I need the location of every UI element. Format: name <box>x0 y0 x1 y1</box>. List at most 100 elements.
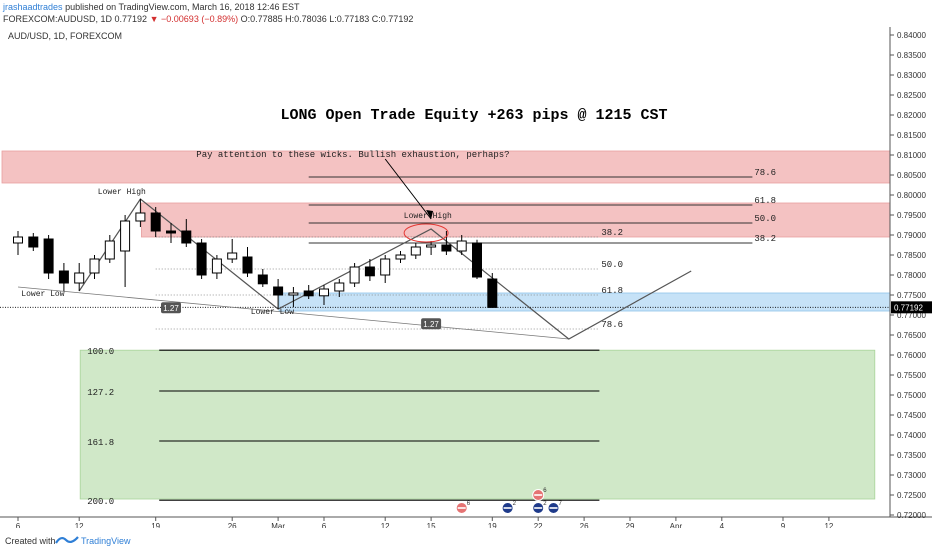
bull-candle[interactable] <box>135 212 146 222</box>
published-text: published on TradingView.com, March 16, … <box>65 2 300 12</box>
price-tick-label: 0.80500 <box>897 171 926 180</box>
bull-candle[interactable] <box>319 288 329 297</box>
au-flag-event-icon[interactable]: 7 <box>547 501 563 514</box>
tradingview-link[interactable]: TradingView <box>81 536 131 546</box>
bull-candle[interactable] <box>13 236 23 244</box>
price-tick-label: 0.76500 <box>897 331 926 340</box>
arrow-head-icon <box>426 210 434 219</box>
tradingview-logo-icon <box>55 534 79 546</box>
bull-candle[interactable] <box>104 240 115 260</box>
bear-candle[interactable] <box>487 278 498 308</box>
fib-lower-label: 61.8 <box>601 286 623 296</box>
price-tick-label: 0.83000 <box>897 71 926 80</box>
fib-lower-label: 38.2 <box>601 228 623 238</box>
bear-candle[interactable] <box>303 290 314 297</box>
time-tick-label: 26 <box>580 522 589 528</box>
bull-candle[interactable] <box>395 254 406 260</box>
bull-candle[interactable] <box>410 246 421 256</box>
time-tick-label: 6 <box>322 522 327 528</box>
price-change: −0.00693 (−0.89%) <box>161 14 239 24</box>
price-tick-label: 0.76000 <box>897 351 926 360</box>
bull-candle[interactable] <box>89 258 100 274</box>
fib-upper-label: 50.0 <box>754 214 776 224</box>
au-flag-event-icon[interactable]: 2 <box>532 501 548 514</box>
time-tick-label: Apr <box>670 522 683 528</box>
swing-label: Lower High <box>404 212 452 221</box>
chart-title: LONG Open Trade Equity +263 pips @ 1215 … <box>280 107 667 124</box>
fib-extension-label: 200.0 <box>87 497 114 507</box>
us-flag-event-icon[interactable]: 6 <box>532 488 548 501</box>
target-zone <box>79 349 876 500</box>
chart-area[interactable]: 78.6 61.8 50.0 38.2 38.2 50.0 61.8 78.6 100.0 127… <box>0 27 932 531</box>
event-count: 6 <box>543 488 547 494</box>
bear-candle[interactable] <box>58 270 69 284</box>
bear-candle[interactable] <box>166 230 176 234</box>
time-tick-label: 26 <box>228 522 237 528</box>
bull-candle[interactable] <box>74 272 85 284</box>
fib-lower-label: 78.6 <box>601 320 623 330</box>
candlestick-chart[interactable]: 78.661.850.038.238.250.061.878.6100.0127… <box>0 27 932 531</box>
bear-candle[interactable] <box>364 266 375 277</box>
bear-candle[interactable] <box>150 212 161 232</box>
ohlc-line: FOREXCOM:AUDUSD, 1D 0.77192 ▼ −0.00693 (… <box>3 14 413 24</box>
price-tick-label: 0.81500 <box>897 131 926 140</box>
bear-candle[interactable] <box>43 238 54 274</box>
time-tick-label: 29 <box>626 522 635 528</box>
trendline-tag <box>421 318 442 330</box>
open-value: O:0.77885 <box>240 14 283 24</box>
au-flag-event-icon[interactable]: 2 <box>501 501 517 514</box>
price-tick-label: 0.75500 <box>897 371 926 380</box>
author-link[interactable]: jrashaadtrades <box>3 2 63 12</box>
bull-candle[interactable] <box>211 258 222 274</box>
bull-candle[interactable] <box>227 252 238 260</box>
bull-candle[interactable] <box>120 220 131 252</box>
trendline-tag-label: 1.27 <box>423 320 439 329</box>
bear-candle[interactable] <box>28 236 39 248</box>
event-count: 2 <box>513 501 517 507</box>
event-count: 2 <box>543 501 547 507</box>
price-tick-label: 0.72500 <box>897 491 926 500</box>
close-value: C:0.77192 <box>371 14 414 24</box>
wick-note: Pay attention to these wicks. Bullish ex… <box>196 150 509 160</box>
time-tick-label: 19 <box>488 522 497 528</box>
trendline-tag-label: 1.27 <box>163 304 179 313</box>
flag-stripe <box>549 507 558 509</box>
bear-candle[interactable] <box>472 242 482 278</box>
time-tick-label: 12 <box>75 522 84 528</box>
bull-candle[interactable] <box>288 292 299 296</box>
bear-candle[interactable] <box>196 242 207 276</box>
time-tick-label: 12 <box>824 522 833 528</box>
time-tick-label: 22 <box>534 522 543 528</box>
wick-highlight-ellipse <box>403 223 449 243</box>
price-tick-label: 0.79500 <box>897 211 926 220</box>
price-tick-label: 0.82000 <box>897 111 926 120</box>
bear-candle[interactable] <box>257 274 268 285</box>
us-flag-event-icon[interactable]: 6 <box>455 501 471 514</box>
fib-upper-label: 61.8 <box>754 196 776 206</box>
fib-lower-label: 50.0 <box>601 260 623 270</box>
bear-candle[interactable] <box>273 286 284 296</box>
bear-candle[interactable] <box>242 256 253 274</box>
chart-header: jrashaadtrades published on TradingView.… <box>0 0 932 27</box>
price-tick-label: 0.77000 <box>897 311 926 320</box>
event-count: 6 <box>467 501 471 507</box>
time-tick-label: 12 <box>381 522 390 528</box>
event-count: 7 <box>559 501 563 507</box>
bear-candle[interactable] <box>441 244 452 252</box>
price-tick-label: 0.84000 <box>897 31 926 40</box>
bull-candle[interactable] <box>456 240 467 252</box>
swing-label: Lower High <box>98 188 146 197</box>
fib-upper-label: 38.2 <box>754 234 776 244</box>
trendline-tag <box>161 302 181 314</box>
bull-candle[interactable] <box>349 266 360 284</box>
support-zone <box>278 292 891 312</box>
bear-candle[interactable] <box>181 230 192 244</box>
bull-candle[interactable] <box>334 282 345 292</box>
price-tick-label: 0.78000 <box>897 271 926 280</box>
bull-candle[interactable] <box>426 244 437 248</box>
bull-candle[interactable] <box>380 258 391 276</box>
current-price-label: 0.77192 <box>894 303 923 312</box>
price-tick-label: 0.75000 <box>897 391 926 400</box>
fib-extension-label: 127.2 <box>87 388 114 398</box>
flag-stripe <box>503 507 512 509</box>
